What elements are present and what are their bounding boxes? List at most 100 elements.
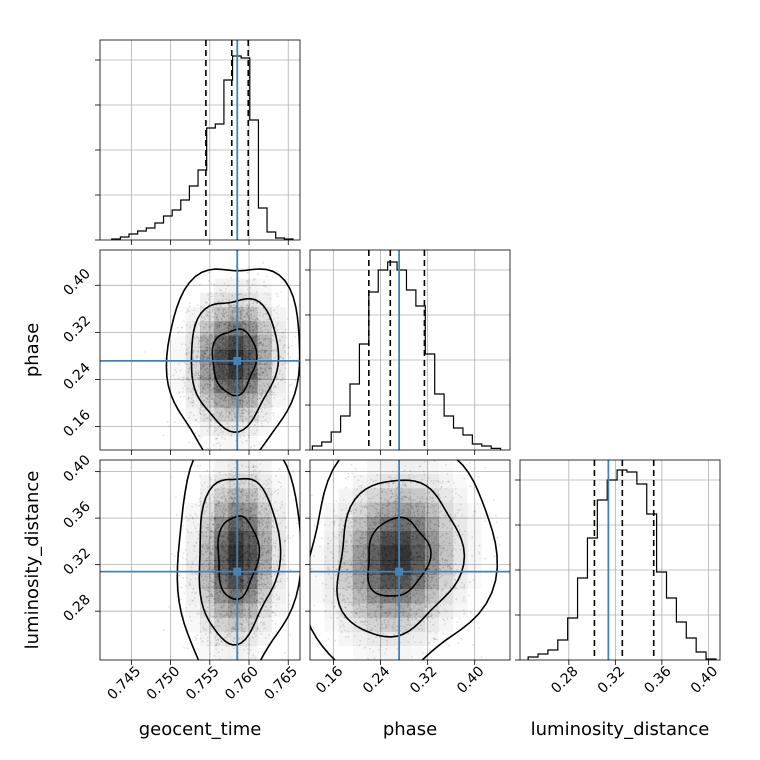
sample-point xyxy=(211,595,214,598)
sample-point xyxy=(206,343,209,345)
sample-point xyxy=(226,315,228,318)
sample-point xyxy=(256,429,258,432)
sample-point xyxy=(254,393,256,396)
sample-point xyxy=(251,283,254,286)
sample-point xyxy=(258,370,261,373)
sample-point xyxy=(233,319,236,322)
sample-point xyxy=(264,351,266,354)
sample-point xyxy=(202,372,205,375)
sample-point xyxy=(252,331,255,334)
sample-point xyxy=(240,403,242,406)
sample-point xyxy=(208,361,211,364)
sample-point xyxy=(212,399,215,401)
sample-point xyxy=(230,419,233,422)
sample-point xyxy=(247,413,249,415)
sample-point xyxy=(238,293,241,296)
sample-point xyxy=(249,382,252,385)
sample-point xyxy=(223,529,226,532)
sample-point xyxy=(210,375,212,378)
sample-point xyxy=(254,328,256,330)
sample-point xyxy=(259,378,262,381)
sample-point xyxy=(243,397,246,400)
sample-point xyxy=(274,546,277,549)
sample-point xyxy=(260,395,262,398)
sample-point xyxy=(228,670,230,672)
sample-point xyxy=(221,313,224,316)
sample-point xyxy=(198,498,201,501)
sample-point xyxy=(221,511,224,514)
sample-point xyxy=(267,538,270,541)
sample-point xyxy=(257,377,259,380)
sample-point xyxy=(248,643,251,646)
sample-point xyxy=(186,377,188,380)
sample-point xyxy=(225,409,228,412)
density-cell xyxy=(200,335,215,351)
sample-point xyxy=(199,357,202,360)
sample-point xyxy=(177,362,180,365)
sample-point xyxy=(208,393,211,396)
sample-point xyxy=(245,645,247,648)
sample-point xyxy=(258,522,261,525)
sample-point xyxy=(246,495,249,497)
sample-point xyxy=(254,506,257,509)
sample-point xyxy=(237,412,240,415)
sample-point xyxy=(228,317,231,319)
sample-point xyxy=(187,377,190,379)
sample-point xyxy=(195,419,198,422)
sample-point xyxy=(261,374,264,376)
sample-point xyxy=(241,306,244,309)
sample-point xyxy=(265,479,267,482)
sample-point xyxy=(257,699,259,701)
sample-point xyxy=(268,318,270,320)
sample-point xyxy=(208,298,211,300)
sample-point xyxy=(250,649,252,652)
sample-point xyxy=(253,591,256,594)
sample-point xyxy=(221,622,224,624)
sample-point xyxy=(275,324,278,327)
sample-point xyxy=(209,405,212,407)
sample-point xyxy=(203,336,206,338)
sample-point xyxy=(260,367,263,370)
sample-point xyxy=(223,315,226,318)
sample-point xyxy=(201,545,204,548)
sample-point xyxy=(256,498,259,500)
sample-point xyxy=(207,526,210,529)
sample-point xyxy=(245,327,248,329)
density-cell xyxy=(228,292,244,308)
sample-point xyxy=(196,361,199,364)
sample-point xyxy=(240,396,243,399)
sample-point xyxy=(252,395,255,397)
sample-point xyxy=(233,325,236,327)
sample-point xyxy=(264,436,266,438)
sample-point xyxy=(254,319,257,322)
sample-point xyxy=(212,540,215,542)
sample-point xyxy=(225,406,228,408)
sample-point xyxy=(261,583,263,585)
sample-point xyxy=(268,549,271,552)
sample-point xyxy=(248,412,251,414)
sample-point xyxy=(211,551,213,554)
density-cell xyxy=(214,307,229,322)
sample-point xyxy=(212,393,214,396)
sample-point xyxy=(202,339,204,342)
sample-point xyxy=(244,626,247,629)
sample-point xyxy=(245,619,248,621)
sample-point xyxy=(244,322,247,325)
sample-point xyxy=(215,644,218,647)
sample-point xyxy=(244,499,247,502)
sample-point xyxy=(232,396,235,398)
sample-point xyxy=(219,305,222,308)
sample-point xyxy=(250,594,253,597)
sample-point xyxy=(268,393,271,396)
sample-point xyxy=(267,544,269,547)
sample-point xyxy=(255,635,257,637)
sample-point xyxy=(230,610,233,612)
sample-point xyxy=(190,531,193,534)
sample-point xyxy=(189,603,191,606)
sample-point xyxy=(262,315,264,318)
sample-point xyxy=(287,352,289,355)
sample-point xyxy=(231,503,234,506)
sample-point xyxy=(251,594,253,597)
sample-point xyxy=(212,523,215,526)
sample-point xyxy=(272,393,275,396)
